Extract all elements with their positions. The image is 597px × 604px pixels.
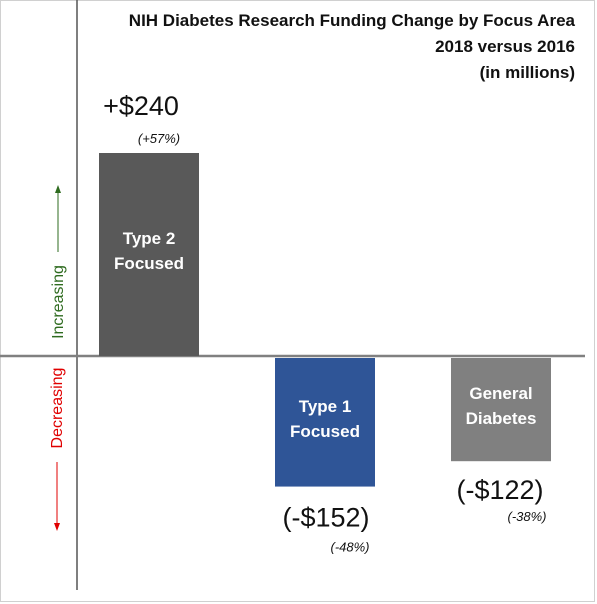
decreasing-indicator: Decreasing — [49, 368, 66, 531]
increasing-label: Increasing — [50, 265, 67, 339]
chart-title: NIH Diabetes Research Funding Change by … — [128, 11, 575, 30]
down-arrowhead-icon — [54, 523, 60, 531]
percent-label-type-1-focused: (-48%) — [330, 540, 369, 555]
decreasing-label: Decreasing — [49, 368, 66, 449]
bars-group: Type 2 Focused +$240 (+57%) Type 1 Focused (-$… — [99, 91, 551, 555]
value-label-type-1-focused: (-$152) — [282, 503, 369, 533]
increasing-indicator: Increasing — [50, 185, 67, 339]
chart-title-block: NIH Diabetes Research Funding Change by … — [129, 8, 575, 86]
percent-label-type-2-focused: (+57%) — [138, 131, 180, 146]
bar-label-type-2-focused-2: Focused — [114, 254, 184, 273]
bar-general-diabetes — [451, 358, 551, 462]
bar-label-type-1-focused-1: Type 1 — [299, 397, 352, 416]
chart-subtitle: 2018 versus 2016 — [435, 37, 575, 56]
value-label-general-diabetes: (-$122) — [456, 475, 543, 505]
bar-label-type-2-focused-1: Type 2 — [123, 229, 176, 248]
percent-label-general-diabetes: (-38%) — [507, 509, 546, 524]
chart-unit-note: (in millions) — [479, 63, 575, 82]
bar-type-1-focused — [275, 358, 375, 487]
up-arrowhead-icon — [55, 185, 61, 193]
bar-label-general-diabetes-1: General — [469, 384, 532, 403]
bar-type-2-focused — [99, 153, 199, 356]
value-label-type-2-focused: +$240 — [103, 91, 179, 121]
bar-label-type-1-focused-2: Focused — [290, 422, 360, 441]
bar-label-general-diabetes-2: Diabetes — [466, 409, 537, 428]
